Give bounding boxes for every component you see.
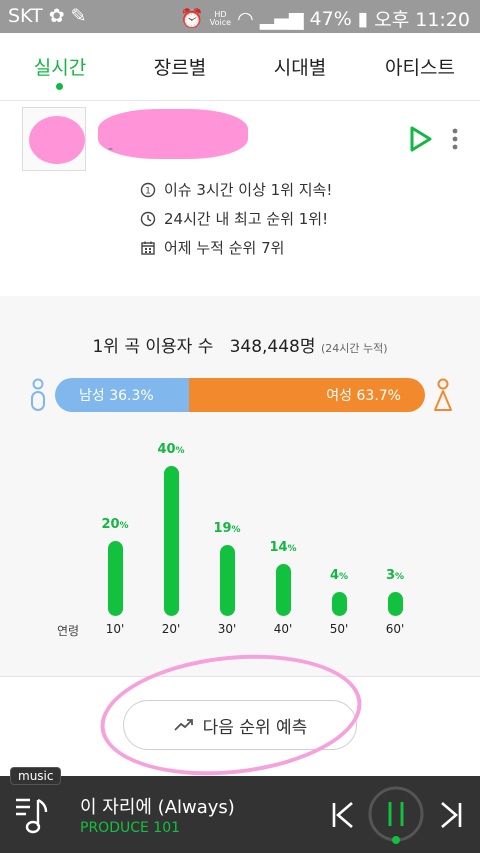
age-bar-value: 20 bbox=[101, 517, 120, 532]
predict-rank-button[interactable]: 다음 순위 예측 bbox=[123, 700, 357, 750]
hd-voice-icon: HD Voice bbox=[209, 9, 232, 27]
music-tag: music bbox=[10, 767, 62, 785]
tab-label: 실시간 bbox=[33, 57, 87, 79]
notification-icon: ✿ ✎ bbox=[48, 5, 87, 27]
age-bar-value: 3 bbox=[385, 568, 395, 583]
age-bar bbox=[220, 544, 235, 616]
tab-genre[interactable]: 장르별 bbox=[120, 53, 240, 80]
age-tick-label: 30' bbox=[217, 622, 237, 636]
tab-artist[interactable]: 아티스트 bbox=[360, 53, 480, 80]
playlist-icon[interactable] bbox=[14, 796, 50, 836]
listener-count-value: 348,448명 bbox=[229, 337, 316, 357]
age-bar-value-label: 40% bbox=[151, 442, 191, 457]
pause-icon[interactable] bbox=[366, 784, 426, 850]
song-dash: - bbox=[108, 141, 114, 157]
age-bar-value: 14 bbox=[269, 539, 288, 555]
mini-player: music 이 자리에 (Always) PRODUCE 101 bbox=[0, 767, 480, 853]
top-song-header: - 1 이슈 3시간 이상 1위 지속! 24시간 내 최고 순위 1위! 어제… bbox=[0, 103, 480, 295]
age-bar-unit: % bbox=[395, 572, 405, 582]
age-tick-label: 40' bbox=[273, 622, 293, 636]
album-art[interactable] bbox=[22, 107, 86, 171]
age-bar bbox=[388, 592, 403, 616]
female-label: 여성 63.7% bbox=[326, 388, 401, 404]
listener-count-note: (24시간 누적) bbox=[320, 342, 388, 355]
active-tab-dot bbox=[56, 83, 63, 90]
battery-icon: ▮ bbox=[357, 7, 369, 30]
alarm-icon: ⏰ bbox=[180, 8, 204, 30]
age-bar-value-label: 19% bbox=[207, 521, 247, 536]
age-bar-value-label: 4% bbox=[319, 568, 359, 583]
tab-label: 시대별 bbox=[273, 57, 327, 79]
trend-up-icon bbox=[174, 719, 193, 731]
predict-rank-label: 다음 순위 예측 bbox=[202, 717, 308, 738]
divider bbox=[0, 676, 480, 677]
song-facts: 1 이슈 3시간 이상 1위 지속! 24시간 내 최고 순위 1위! 어제 누… bbox=[140, 175, 332, 262]
tab-label: 아티스트 bbox=[385, 57, 455, 79]
fact-row: 1 이슈 3시간 이상 1위 지속! bbox=[140, 175, 332, 204]
tab-era[interactable]: 시대별 bbox=[240, 53, 360, 80]
carrier-text: SKT bbox=[8, 5, 43, 27]
age-bar bbox=[332, 592, 347, 616]
now-playing-artist[interactable]: PRODUCE 101 bbox=[80, 820, 181, 836]
clock-icon bbox=[140, 211, 156, 226]
redaction-scribble bbox=[98, 109, 248, 159]
age-tick-label: 60' bbox=[385, 622, 405, 636]
listener-count: 1위 곡 이용자 수 348,448명 (24시간 누적) bbox=[0, 332, 480, 357]
listener-stats-panel: 1위 곡 이용자 수 348,448명 (24시간 누적) 남성 36.3% 여… bbox=[0, 296, 480, 676]
age-bar-value-label: 14% bbox=[263, 540, 303, 555]
male-segment: 남성 36.3% bbox=[55, 378, 190, 412]
clock-time: 오후 11:20 bbox=[374, 9, 470, 31]
status-right: ⏰ HD Voice ◠ ▂▄▆ 47% ▮ 오후 11:20 bbox=[180, 5, 470, 32]
next-icon[interactable] bbox=[438, 800, 464, 830]
chart-tabs: 실시간 장르별 시대별 아티스트 bbox=[0, 33, 480, 101]
tab-realtime[interactable]: 실시간 bbox=[0, 53, 120, 90]
fact-row: 어제 누적 순위 7위 bbox=[140, 233, 332, 262]
signal-icon: ▂▄▆ bbox=[259, 7, 304, 30]
age-bar-unit: % bbox=[339, 572, 349, 582]
age-bar bbox=[164, 466, 179, 616]
fact-row: 24시간 내 최고 순위 1위! bbox=[140, 204, 332, 233]
age-bar-value: 40 bbox=[157, 442, 176, 457]
male-label: 남성 36.3% bbox=[79, 388, 154, 404]
age-tick-label: 50' bbox=[329, 622, 349, 636]
listener-count-label: 1위 곡 이용자 수 bbox=[92, 337, 214, 357]
age-bar bbox=[108, 541, 123, 616]
tab-label: 장르별 bbox=[153, 57, 207, 79]
play-icon[interactable] bbox=[408, 125, 434, 153]
svg-text:1: 1 bbox=[145, 186, 151, 196]
age-bar-value-label: 20% bbox=[95, 517, 135, 532]
carrier-label: SKT ✿ ✎ bbox=[8, 5, 87, 27]
calendar-icon bbox=[141, 241, 155, 255]
fact-text: 이슈 3시간 이상 1위 지속! bbox=[164, 181, 333, 199]
fact-text: 24시간 내 최고 순위 1위! bbox=[164, 210, 329, 228]
battery-percent: 47% bbox=[309, 7, 352, 30]
wifi-icon: ◠ bbox=[237, 7, 254, 30]
age-chart: 연령 20% 10' 40% 20' 19% 30' 14% 40' 4% 50' 3% 60' bbox=[0, 436, 480, 646]
male-icon bbox=[31, 378, 45, 411]
age-bar-value: 19 bbox=[213, 520, 232, 536]
female-icon bbox=[434, 378, 452, 411]
age-bar-unit: % bbox=[231, 524, 241, 535]
previous-icon[interactable] bbox=[330, 800, 356, 830]
now-playing-title[interactable]: 이 자리에 (Always) bbox=[80, 797, 235, 818]
age-bar-unit: % bbox=[287, 543, 297, 554]
gender-ratio-bar: 남성 36.3% 여성 63.7% bbox=[55, 378, 425, 412]
age-bar-value-label: 3% bbox=[375, 568, 415, 583]
age-bar-value: 4 bbox=[329, 568, 339, 583]
age-bar-unit: % bbox=[175, 446, 185, 456]
age-bar bbox=[276, 563, 291, 616]
fact-text: 어제 누적 순위 7위 bbox=[164, 239, 285, 257]
age-axis-label: 연령 bbox=[57, 624, 80, 638]
female-segment: 여성 63.7% bbox=[189, 378, 425, 412]
status-bar: SKT ✿ ✎ ⏰ HD Voice ◠ ▂▄▆ 47% ▮ 오후 11:20 bbox=[0, 0, 480, 33]
age-tick-label: 10' bbox=[105, 622, 125, 636]
age-tick-label: 20' bbox=[161, 622, 181, 636]
redaction-scribble bbox=[29, 116, 85, 164]
more-options-icon[interactable] bbox=[450, 127, 460, 153]
age-bar-unit: % bbox=[119, 521, 129, 531]
clock-one-icon: 1 bbox=[140, 182, 156, 197]
